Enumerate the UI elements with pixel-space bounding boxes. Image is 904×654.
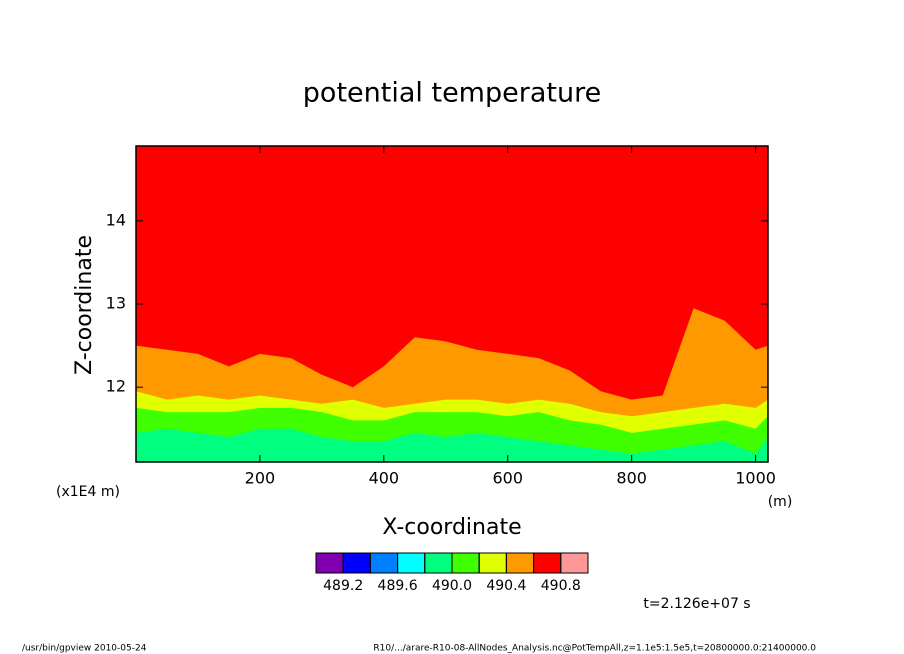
x-tick-label: 1000 bbox=[735, 469, 776, 488]
colorbar-box bbox=[315, 552, 344, 574]
colorbar-label: 490.0 bbox=[432, 578, 472, 594]
colorbar-box bbox=[478, 552, 507, 574]
colorbar-box bbox=[342, 552, 371, 574]
colorbar-box bbox=[533, 552, 562, 574]
colorbar-box bbox=[424, 552, 453, 574]
colorbar-label: 490.4 bbox=[486, 578, 526, 594]
footer-right: R10/.../arare-R10-08-AllNodes_Analysis.n… bbox=[373, 644, 816, 654]
footer-left: /usr/bin/gpview 2010-05-24 bbox=[22, 644, 147, 654]
x-axis-label: X-coordinate bbox=[382, 515, 521, 540]
contour-band bbox=[136, 428, 768, 462]
colorbar-box bbox=[505, 552, 535, 574]
x-tick-label: 800 bbox=[616, 469, 647, 488]
x-tick-label: 600 bbox=[492, 469, 523, 488]
colorbar-box bbox=[369, 552, 399, 574]
x-tick-label: 200 bbox=[245, 469, 276, 488]
y-tick-label: 14 bbox=[106, 210, 126, 229]
colorbar-label: 489.2 bbox=[323, 578, 363, 594]
y-unit: (x1E4 m) bbox=[56, 484, 120, 500]
y-tick-label: 13 bbox=[106, 294, 126, 313]
colorbar-box bbox=[397, 552, 426, 574]
chart-title: potential temperature bbox=[303, 78, 601, 109]
x-unit: (m) bbox=[768, 494, 793, 510]
colorbar-label: 489.6 bbox=[378, 578, 418, 594]
x-tick-label: 400 bbox=[369, 469, 400, 488]
y-tick-label: 12 bbox=[106, 377, 126, 396]
y-axis-label: Z-coordinate bbox=[72, 235, 97, 375]
colorbar-label: 490.8 bbox=[541, 578, 581, 594]
colorbar-box bbox=[560, 552, 589, 574]
colorbar-box bbox=[451, 552, 480, 574]
time-label: t=2.126e+07 s bbox=[643, 596, 750, 612]
